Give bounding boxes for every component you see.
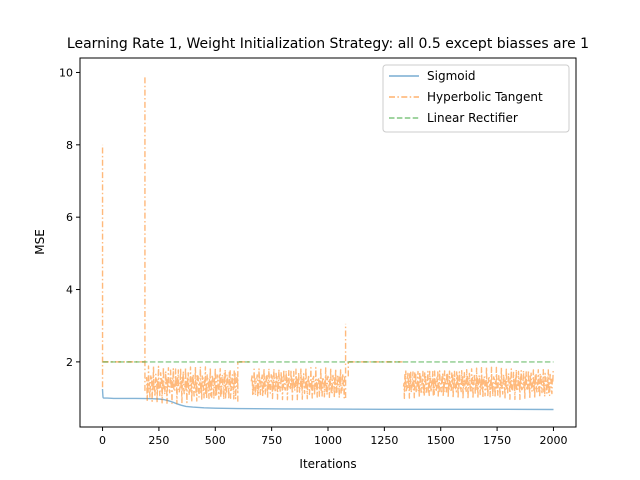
x-tick-label: 500 [205,434,226,447]
x-tick-label: 1750 [483,434,511,447]
legend-label: Linear Rectifier [427,111,518,125]
x-tick-label: 1000 [314,434,342,447]
x-tick-label: 750 [261,434,282,447]
y-tick-label: 8 [66,139,73,152]
y-tick-label: 4 [66,284,73,297]
legend-label: Sigmoid [427,69,476,83]
x-tick-label: 0 [99,434,106,447]
legend: Sigmoid Hyperbolic Tangent Linear Rectifie… [382,64,570,133]
x-axis-label: Iterations [299,457,356,471]
x-tick-label: 1250 [370,434,398,447]
y-tick-label: 2 [66,356,73,369]
x-axis: 0 250 500 750 1000 1250 1500 1750 2000 [99,427,567,447]
legend-box [382,64,570,133]
x-tick-label: 1500 [427,434,455,447]
plot-lines [101,76,554,411]
x-tick-label: 250 [148,434,169,447]
y-tick-label: 6 [66,211,73,224]
y-axis-label: MSE [33,229,47,255]
y-axis: 2 4 6 8 10 [59,66,80,369]
x-tick-label: 2000 [539,434,567,447]
legend-label: Hyperbolic Tangent [427,90,543,104]
series-line [101,388,554,411]
y-tick-label: 10 [59,66,73,79]
chart-title: Learning Rate 1, Weight Initialization S… [67,36,589,52]
